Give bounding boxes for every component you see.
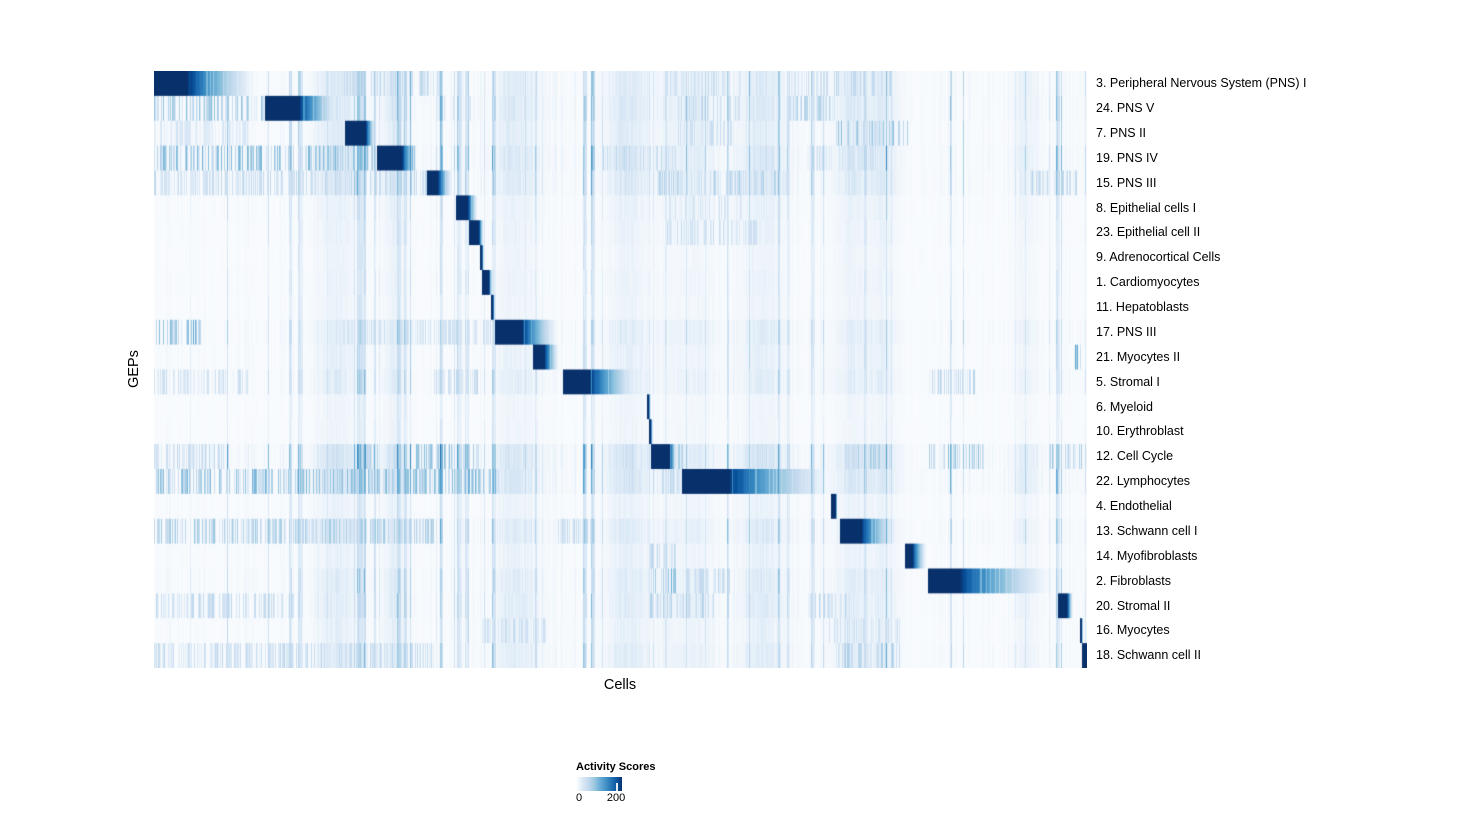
row-label: 24. PNS V — [1096, 101, 1155, 116]
row-label: 12. Cell Cycle — [1096, 449, 1174, 464]
row-label: 1. Cardiomyocytes — [1096, 275, 1200, 290]
row-label: 23. Epithelial cell II — [1096, 225, 1201, 240]
row-label: 16. Myocytes — [1096, 623, 1170, 638]
legend: Activity Scores 0 200 — [576, 761, 696, 805]
row-label: 6. Myeloid — [1096, 399, 1153, 414]
row-label: 8. Epithelial cells I — [1096, 200, 1197, 215]
x-axis-label: Cells — [603, 677, 637, 693]
legend-tick-mark — [616, 782, 618, 791]
y-axis-label: GEPs — [126, 350, 142, 388]
row-label: 9. Adrenocortical Cells — [1096, 250, 1221, 265]
row-label: 7. PNS II — [1096, 125, 1147, 140]
row-label: 14. Myofibroblasts — [1096, 548, 1198, 563]
row-label: 17. PNS III — [1096, 324, 1157, 339]
legend-gradient-bar — [576, 777, 622, 791]
legend-min-label: 0 — [576, 792, 583, 804]
row-label: 21. Myocytes II — [1096, 349, 1181, 364]
row-label: 19. PNS IV — [1096, 150, 1158, 165]
row-label: 4. Endothelial — [1096, 499, 1172, 514]
row-label: 13. Schwann cell I — [1096, 523, 1198, 538]
row-label: 2. Fibroblasts — [1096, 573, 1172, 588]
row-label: 22. Lymphocytes — [1096, 474, 1191, 489]
legend-title: Activity Scores — [576, 761, 656, 773]
row-label: 18. Schwann cell II — [1096, 648, 1201, 663]
row-label: 11. Hepatoblasts — [1096, 300, 1189, 315]
legend-labels: 0 200 — [576, 791, 626, 805]
row-label: 20. Stromal II — [1096, 598, 1171, 613]
legend-tick-label: 200 — [606, 792, 626, 804]
heatmap — [154, 71, 1087, 668]
row-label: 3. Peripheral Nervous System (PNS) I — [1096, 76, 1307, 91]
row-label: 5. Stromal I — [1096, 374, 1160, 389]
row-label: 15. PNS III — [1096, 175, 1157, 190]
row-label: 10. Erythroblast — [1096, 424, 1184, 439]
row-labels: 3. Peripheral Nervous System (PNS) I 24. … — [1096, 71, 1436, 668]
